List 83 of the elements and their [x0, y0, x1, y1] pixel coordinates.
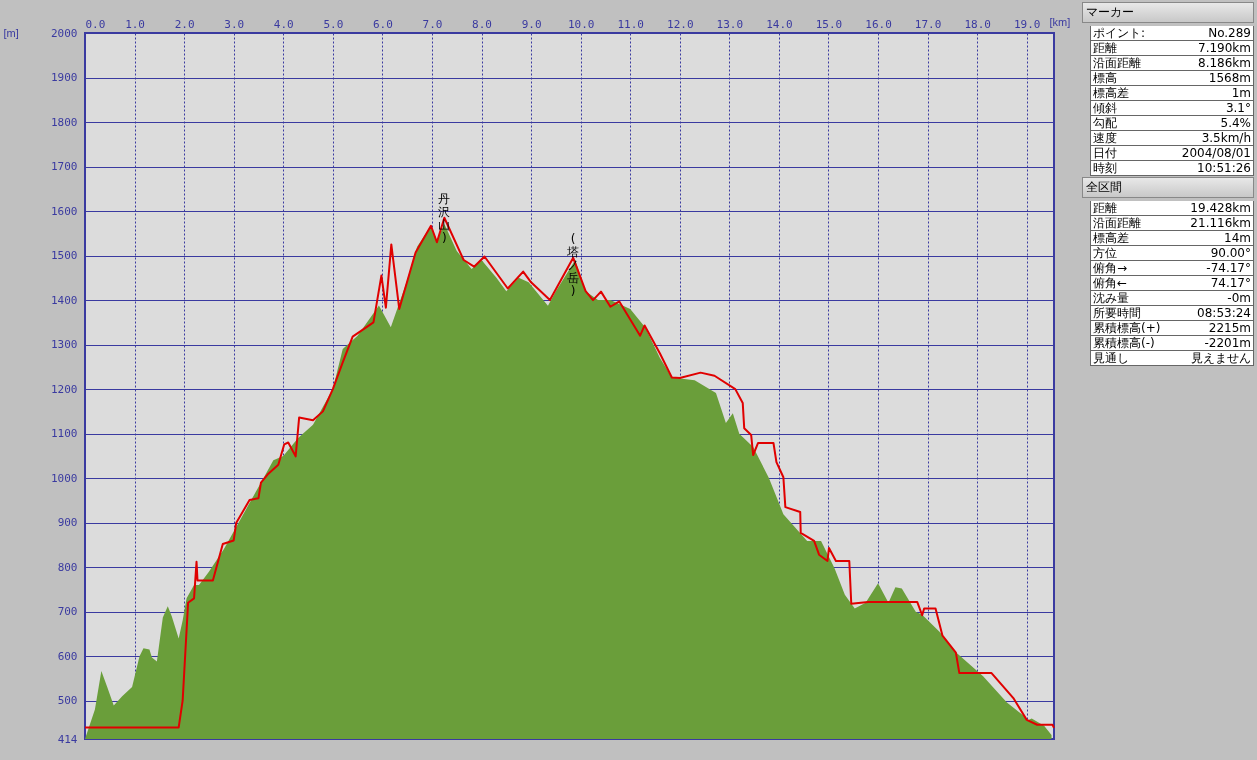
y-tick-label: 1100 [51, 427, 78, 441]
text: 時刻 [1093, 161, 1117, 175]
text: No.289 [1208, 26, 1251, 40]
y-tick-label: 414 [57, 732, 78, 746]
text: 08:53:24 [1197, 306, 1251, 320]
text: 21.116km [1190, 216, 1251, 230]
text: 方位 [1093, 246, 1117, 260]
x-tick-label: 3.0 [224, 17, 245, 31]
x-tick-label: 19.0 [1013, 17, 1041, 31]
text: 7.190km [1198, 41, 1251, 55]
text: 2004/08/01 [1181, 146, 1251, 160]
text: 沈み量 [1093, 291, 1129, 305]
text: 勾配 [1093, 116, 1117, 130]
text: 標高差 [1093, 231, 1129, 245]
text: 1m [1231, 86, 1251, 100]
y-tick-label: 800 [57, 560, 78, 574]
y-tick-label: 1800 [51, 115, 78, 129]
text: 所要時間 [1093, 306, 1141, 320]
x-tick-label: 15.0 [815, 17, 843, 31]
y-tick-label: 2000 [51, 26, 78, 40]
text: 俯角← [1093, 276, 1128, 290]
text: -74.17° [1206, 261, 1251, 275]
text: 傾斜 [1093, 101, 1117, 115]
text: 俯角→ [1093, 261, 1128, 275]
text: 1568m [1208, 71, 1251, 85]
text: 標高差 [1093, 86, 1129, 100]
y-tick-label: 1600 [51, 204, 78, 218]
x-tick-label: 12.0 [667, 17, 694, 31]
y-tick-label: 1000 [51, 471, 78, 485]
text: 10:51:26 [1197, 161, 1251, 175]
x-tick-label: 4.0 [273, 17, 294, 31]
y-tick-label: 1300 [51, 338, 78, 352]
x-tick-label: 8.0 [472, 17, 492, 31]
text: 速度 [1093, 131, 1117, 145]
text: 2215m [1208, 321, 1251, 335]
text: 見通し [1093, 351, 1129, 365]
text: 距離 [1093, 201, 1117, 215]
y-tick-label: 600 [57, 649, 78, 663]
x-tick-label: 1.0 [125, 17, 145, 31]
x-tick-label: 9.0 [521, 17, 542, 31]
y-tick-label: 900 [57, 516, 78, 530]
x-tick-label: 11.0 [617, 17, 644, 31]
y-tick-label: 1400 [51, 293, 78, 307]
text: 3.1° [1225, 101, 1251, 115]
text: 14m [1224, 231, 1251, 245]
y-tick-label: 500 [57, 694, 78, 708]
y-tick-label: 1900 [51, 71, 78, 85]
text: 見えません [1191, 351, 1251, 365]
text: 74.17° [1210, 276, 1251, 290]
x-tick-label: 18.0 [964, 17, 991, 31]
y-tick-label: 1700 [51, 160, 78, 174]
y-tick-label: 1200 [51, 382, 78, 396]
x-tick-label: 6.0 [372, 17, 393, 31]
text: 日付 [1093, 146, 1117, 160]
x-tick-label: 14.0 [766, 17, 793, 31]
text: 累積標高(+) [1093, 321, 1161, 335]
text: 90.00° [1210, 246, 1251, 260]
text: 標高 [1093, 71, 1117, 85]
x-tick-label: 5.0 [323, 17, 344, 31]
text: 累積標高(-) [1093, 336, 1155, 350]
x-tick-label: 7.0 [422, 17, 443, 31]
x-tick-label: 2.0 [174, 17, 195, 31]
y-tick-label: 700 [57, 605, 78, 619]
text: 全区間 [1082, 177, 1254, 198]
text: 3.5km/h [1201, 131, 1251, 145]
text: 沿面距離 [1093, 56, 1141, 70]
x-tick-label: 16.0 [865, 17, 892, 31]
text: 沿面距離 [1093, 216, 1141, 230]
x-tick-label: 13.0 [716, 17, 744, 31]
y-axis-title: [m] [3, 26, 19, 39]
text: -2201m [1204, 336, 1251, 350]
text: ポイント: [1093, 26, 1146, 40]
text: 距離 [1093, 41, 1117, 55]
text: 8.186km [1198, 56, 1251, 70]
y-tick-label: 1500 [51, 249, 78, 263]
text: -0m [1227, 291, 1251, 305]
x-tick-label: 10.0 [567, 17, 595, 31]
text: 19.428km [1190, 201, 1251, 215]
text: 5.4% [1220, 116, 1251, 130]
x-axis-title: [km] [1049, 15, 1071, 28]
x-tick-label: 0.0 [85, 17, 106, 31]
x-tick-label: 17.0 [914, 17, 942, 31]
text: マーカー [1082, 2, 1254, 23]
